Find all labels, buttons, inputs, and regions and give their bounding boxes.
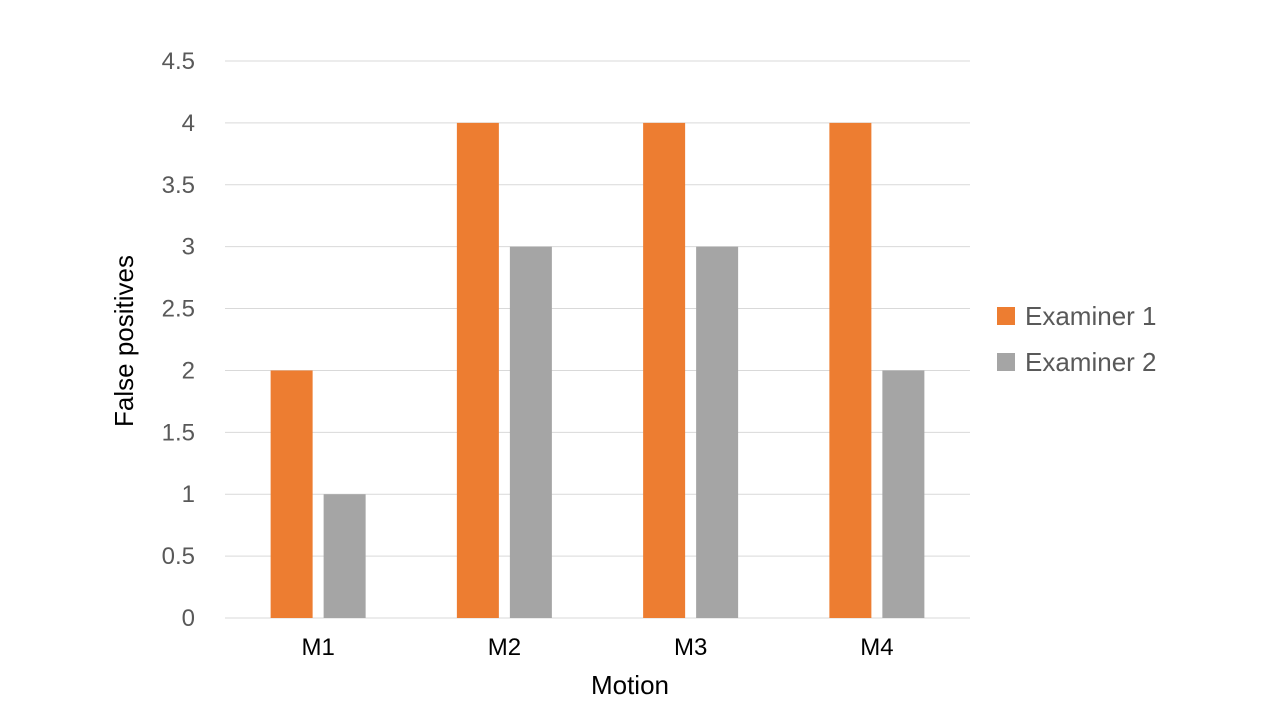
y-tick-label: 0 [182, 605, 195, 632]
y-tick-label: 3 [182, 234, 195, 261]
x-axis-ticks: M1 M2 M3 M4 [301, 634, 893, 661]
bar-m4-series-1 [829, 122, 872, 618]
y-tick-label: 1.5 [162, 419, 195, 446]
x-tick-label: M2 [488, 634, 521, 661]
y-axis-title: False positives [109, 255, 139, 427]
bar-m1-series-2 [323, 494, 366, 618]
y-axis-ticks: 0 0.5 1 1.5 2 2.5 3 3.5 4 4.5 [162, 48, 195, 632]
bars [270, 122, 925, 618]
bar-m1-series-1 [270, 370, 313, 618]
y-tick-label: 2 [182, 357, 195, 384]
bar-m2-series-2 [509, 246, 552, 618]
bar-m4-series-2 [882, 370, 925, 618]
x-tick-label: M3 [674, 634, 707, 661]
y-tick-label: 3.5 [162, 172, 195, 199]
bar-m3-series-2 [696, 246, 739, 618]
y-tick-label: 1 [182, 481, 195, 508]
y-tick-label: 2.5 [162, 296, 195, 323]
bar-m2-series-1 [456, 122, 499, 618]
y-tick-label: 4 [182, 110, 195, 137]
x-axis-title: Motion [591, 670, 669, 700]
x-tick-label: M1 [301, 634, 334, 661]
x-tick-label: M4 [860, 634, 893, 661]
legend: Examiner 1 Examiner 2 [997, 301, 1157, 377]
y-tick-label: 4.5 [162, 48, 195, 75]
legend-label: Examiner 2 [1025, 347, 1157, 377]
legend-swatch [997, 307, 1015, 325]
y-tick-label: 0.5 [162, 543, 195, 570]
bar-m3-series-1 [643, 122, 686, 618]
legend-swatch [997, 353, 1015, 371]
legend-label: Examiner 1 [1025, 301, 1157, 331]
